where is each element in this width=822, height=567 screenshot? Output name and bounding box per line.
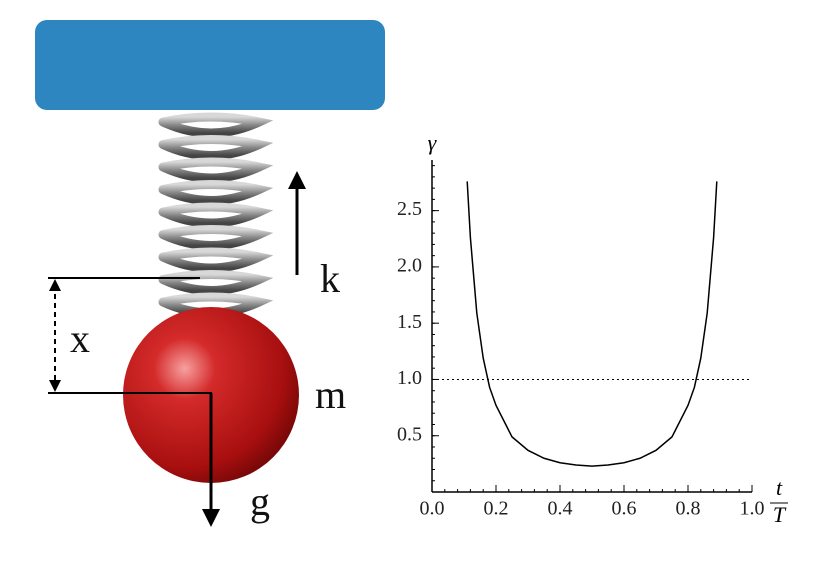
x-tick-label: 1.0 <box>740 498 765 520</box>
x-tick-label: 0.6 <box>612 498 637 520</box>
y-tick-label: 0.5 <box>397 423 422 445</box>
spring-coil <box>158 157 274 183</box>
x-axis-label-denominator: T <box>773 502 787 527</box>
label-m: m <box>315 372 346 417</box>
spring <box>158 112 274 318</box>
label-k: k <box>320 256 340 301</box>
x-tick-label: 0.4 <box>548 498 573 520</box>
y-tick-label: 1.0 <box>397 367 422 389</box>
data-line <box>466 181 718 467</box>
y-tick-label: 2.5 <box>397 198 422 220</box>
spring-coil <box>158 270 274 295</box>
x-axis-label: t <box>776 475 783 500</box>
spring-coil <box>158 180 274 205</box>
x-tick-label: 0.0 <box>420 498 445 520</box>
x-tick-label: 0.2 <box>484 498 509 520</box>
spring-coil <box>158 247 274 273</box>
label-g: g <box>250 479 270 524</box>
chart: γ t T 0.5 1.0 1.5 2.0 2.5 0.0 0.2 0.4 0.6 0.8 1.0 <box>397 130 788 527</box>
y-axis-label: γ <box>428 130 438 155</box>
x-tick-label: 0.8 <box>676 498 701 520</box>
spring-coil <box>158 112 274 138</box>
ceiling <box>35 20 385 110</box>
y-tick-label: 1.5 <box>397 311 422 333</box>
spring-coil <box>158 135 274 160</box>
label-x: x <box>70 316 90 361</box>
spring-coil <box>158 202 274 228</box>
spring-coil <box>158 225 274 250</box>
y-tick-label: 2.0 <box>397 255 422 277</box>
